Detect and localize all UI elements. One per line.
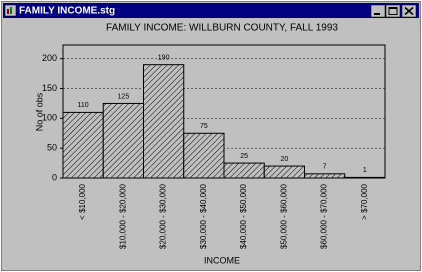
x-tick-label: $30,000 - $40,000: [199, 183, 208, 248]
title-bar: [3, 3, 419, 18]
bar: [62, 111, 104, 179]
minimize-button[interactable]: [370, 4, 386, 18]
window-icon: [7, 9, 9, 14]
value-label: 1: [363, 167, 367, 174]
x-tick-label: $40,000 - $50,000: [239, 183, 248, 248]
x-tick-label: > $70,000: [360, 183, 369, 219]
value-label: 25: [240, 153, 248, 160]
bar: [263, 165, 305, 179]
window-title: FAMILY INCOME.stg: [19, 6, 115, 17]
maximize-button[interactable]: [385, 4, 401, 18]
chart-title: FAMILY INCOME: WILLBURN COUNTY, FALL 199…: [106, 23, 338, 34]
y-tick-label: 100: [42, 113, 57, 123]
value-label: 75: [200, 123, 208, 130]
y-tick-label: 0: [52, 172, 57, 182]
x-tick-label: $50,000 - $60,000: [279, 183, 288, 248]
close-button[interactable]: [401, 4, 417, 18]
y-tick-label: 50: [47, 143, 57, 153]
bar: [102, 102, 144, 179]
value-label: 110: [78, 102, 89, 109]
value-label: 20: [280, 156, 288, 163]
x-tick-label: < $10,000: [78, 183, 87, 219]
y-tick-label: 200: [42, 53, 57, 63]
x-tick-label: $60,000 - $70,000: [320, 183, 329, 248]
bar: [143, 64, 185, 179]
x-tick-label: $10,000 - $20,000: [118, 183, 127, 248]
y-axis-label: No of obs: [34, 92, 44, 131]
x-axis-label: INCOME: [204, 255, 240, 265]
x-tick-label: $20,000 - $30,000: [159, 183, 168, 248]
y-tick-label: 150: [42, 83, 57, 93]
bar: [223, 162, 265, 179]
value-label: 190: [158, 55, 170, 62]
value-label: 125: [118, 93, 130, 100]
bar: [344, 176, 386, 179]
bar: [183, 132, 225, 179]
value-label: 7: [323, 164, 327, 171]
bar: [304, 173, 346, 179]
window-icon: [10, 7, 12, 14]
